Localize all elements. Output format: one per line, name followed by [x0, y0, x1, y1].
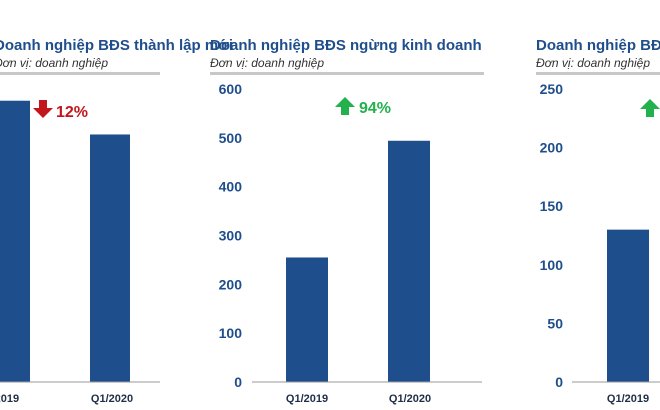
chart-3-bar-1	[607, 229, 649, 382]
chart-3-ytick: 50	[547, 315, 563, 331]
chart-2-category-label: Q1/2020	[389, 393, 431, 405]
chart-3-ytick: 150	[540, 198, 564, 214]
chart-3-ytick: 100	[540, 257, 564, 273]
chart-3-category-label: Q1/2019	[607, 393, 649, 405]
chart-1-bar-1	[0, 100, 30, 382]
chart-2-ytick: 300	[219, 228, 243, 244]
chart-2-ytick: 600	[219, 81, 243, 97]
chart-2-ytick: 200	[219, 276, 243, 292]
chart-1-change-label: 12%	[56, 104, 88, 121]
chart-1-down-arrow-icon	[33, 100, 53, 118]
chart-2-up-arrow-icon	[335, 97, 355, 115]
chart-3-subtitle: Đơn vị: doanh nghiệp	[536, 56, 650, 70]
chart-1-category-label: Q1/2019	[0, 393, 19, 405]
chart-1-subtitle: Đơn vị: doanh nghiệp	[0, 56, 108, 70]
chart-3-rule	[536, 72, 660, 75]
chart-2-title: Doanh nghiệp BĐS ngừng kinh doanh	[210, 37, 482, 54]
chart-2-change-label: 94%	[359, 100, 391, 117]
chart-2-category-label: Q1/2019	[286, 393, 328, 405]
chart-2-bar-1	[286, 257, 328, 382]
chart-3-ytick: 200	[540, 140, 564, 156]
chart-3-ytick: 250	[540, 81, 564, 97]
chart-1-category-label: Q1/2020	[91, 393, 133, 405]
chart-2-subtitle: Đơn vị: doanh nghiệp	[210, 56, 324, 70]
chart-2-bar-2	[388, 140, 430, 382]
chart-3-ytick: 0	[555, 374, 563, 390]
chart-1-rule	[0, 72, 160, 75]
chart-1-title: Doanh nghiệp BĐS thành lập mới	[0, 37, 233, 54]
chart-2-rule	[210, 72, 484, 75]
chart-3-up-arrow-icon	[640, 99, 660, 117]
chart-2-ytick: 0	[234, 374, 242, 390]
chart-1-bar-2	[90, 134, 130, 382]
chart-2-ytick: 500	[219, 130, 243, 146]
chart-3-title: Doanh nghiệp BĐS	[536, 37, 660, 54]
chart-2-ytick: 400	[219, 179, 243, 195]
chart-2-ytick: 100	[219, 325, 243, 341]
